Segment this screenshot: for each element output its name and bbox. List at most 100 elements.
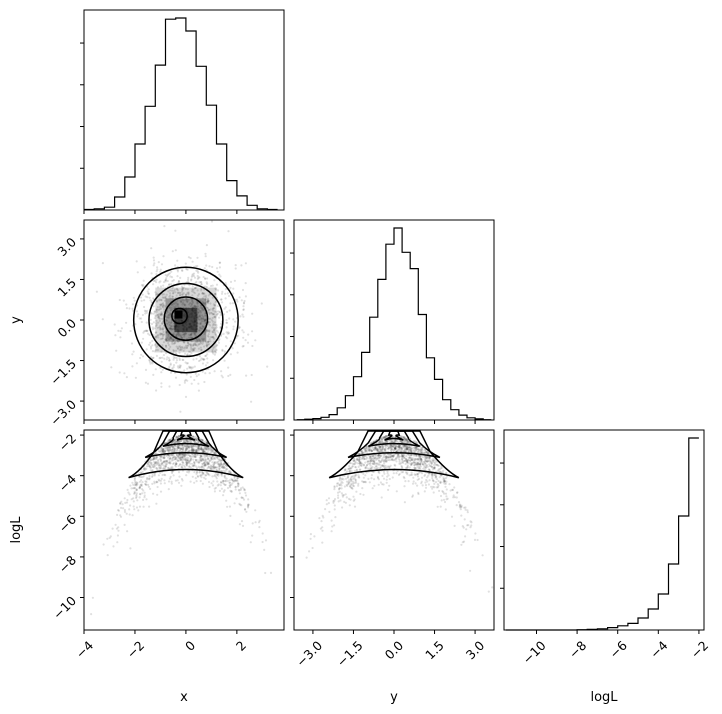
scatter-point-x-y — [156, 348, 159, 352]
scatter-point-x-y — [177, 340, 180, 343]
scatter-point-x-y — [198, 313, 201, 316]
scatter-point-x-y — [175, 345, 178, 348]
scatter-point-x-y — [204, 340, 207, 343]
scatter-point-x-y — [158, 303, 162, 306]
scatter-point-x-y — [201, 314, 204, 317]
scatter-point-x-logL — [269, 571, 273, 575]
tick-label-logL: −6 — [55, 512, 79, 536]
scatter-point-y-logL — [487, 590, 490, 593]
scatter-point-y-logL — [348, 504, 351, 507]
scatter-point-x-y — [212, 335, 215, 339]
scatter-point-x-y — [207, 340, 210, 343]
scatter-point-x-logL — [195, 470, 198, 473]
scatter-point-x-y — [241, 329, 244, 332]
scatter-point-x-y — [136, 271, 139, 274]
scatter-point-x-y — [129, 329, 132, 333]
scatter-point-x-logL — [187, 462, 190, 465]
scatter-point-y-logL — [464, 535, 467, 538]
scatter-point-x-y — [135, 362, 138, 365]
scatter-point-x-y — [167, 357, 171, 360]
scatter-point-x-y — [192, 274, 195, 278]
scatter-point-y-logL — [381, 447, 384, 450]
scatter-point-y-logL — [351, 465, 354, 468]
scatter-point-y-logL — [400, 453, 403, 456]
scatter-point-x-y — [197, 389, 200, 392]
scatter-point-x-logL — [216, 480, 219, 483]
scatter-point-x-y — [161, 326, 164, 329]
scatter-point-x-y — [220, 298, 223, 301]
scatter-point-x-y — [184, 361, 187, 364]
scatter-point-y-logL — [423, 461, 426, 464]
scatter-point-x-y — [260, 302, 263, 305]
scatter-point-x-y — [206, 353, 209, 356]
scatter-point-x-y — [155, 310, 158, 313]
scatter-point-x-y — [204, 294, 207, 297]
scatter-point-x-logL — [126, 530, 129, 533]
scatter-point-x-y — [149, 299, 152, 302]
scatter-point-x-logL — [223, 462, 226, 465]
scatter-point-x-y — [193, 347, 196, 350]
scatter-point-x-logL — [123, 523, 126, 527]
scatter-point-x-logL — [222, 494, 225, 497]
scatter-point-x-y — [193, 333, 196, 336]
scatter-point-x-y — [153, 310, 156, 313]
scatter-point-x-logL — [195, 472, 198, 475]
scatter-point-y-logL — [352, 475, 355, 478]
scatter-point-x-y — [212, 324, 215, 327]
scatter-point-x-logL — [145, 498, 148, 501]
scatter-point-x-y — [174, 291, 177, 294]
scatter-point-x-y — [188, 333, 191, 336]
scatter-point-x-y — [219, 326, 222, 329]
scatter-point-x-y — [125, 303, 128, 306]
scatter-point-x-logL — [223, 475, 226, 478]
scatter-point-x-y — [227, 366, 230, 369]
scatter-point-x-logL — [187, 459, 190, 462]
scatter-point-x-y — [225, 319, 228, 322]
scatter-point-x-y — [179, 335, 183, 338]
tick-label-y: −1.5 — [47, 356, 79, 388]
panel-hist-x — [83, 9, 285, 211]
scatter-point-x-y — [132, 296, 135, 299]
scatter-point-x-y — [149, 318, 152, 321]
tick-label-y: −3.0 — [293, 638, 325, 670]
scatter-point-x-y — [214, 292, 217, 296]
scatter-point-x-y — [201, 297, 204, 300]
scatter-point-x-y — [190, 299, 193, 302]
scatter-point-x-y — [157, 315, 160, 318]
scatter-point-x-y — [148, 333, 151, 337]
scatter-point-x-y — [203, 326, 206, 329]
scatter-point-x-y — [221, 348, 224, 351]
scatter-point-x-y — [118, 371, 121, 374]
scatter-point-x-y — [161, 293, 164, 296]
scatter-point-x-y — [149, 345, 153, 348]
scatter-point-x-y — [224, 336, 228, 339]
scatter-point-x-y — [163, 225, 166, 228]
scatter-point-x-logL — [239, 487, 243, 490]
scatter-point-x-y — [204, 252, 207, 255]
scatter-point-x-y — [215, 348, 218, 352]
scatter-point-x-y — [215, 344, 218, 347]
scatter-point-x-y — [200, 341, 203, 344]
scatter-point-x-y — [155, 322, 158, 325]
scatter-point-x-y — [162, 302, 165, 305]
scatter-point-x-y — [205, 342, 208, 345]
scatter-point-y-logL — [376, 457, 379, 460]
scatter-point-x-y — [240, 299, 243, 302]
scatter-point-x-y — [176, 270, 179, 273]
scatter-point-x-logL — [212, 457, 215, 460]
scatter-point-y-logL — [400, 457, 404, 460]
scatter-point-x-y — [171, 368, 174, 371]
scatter-point-x-y — [181, 287, 184, 290]
scatter-point-x-y — [136, 315, 139, 318]
scatter-point-x-y — [184, 352, 187, 355]
scatter-point-y-logL — [373, 478, 376, 481]
scatter-point-x-y — [189, 333, 193, 336]
scatter-point-x-y — [209, 340, 212, 343]
scatter-point-x-y — [177, 334, 180, 337]
scatter-point-x-y — [203, 345, 206, 348]
scatter-point-x-y — [162, 354, 165, 357]
scatter-point-y-logL — [416, 473, 419, 476]
scatter-point-x-logL — [187, 440, 190, 443]
scatter-point-x-y — [165, 293, 168, 296]
scatter-point-y-logL — [346, 476, 349, 479]
